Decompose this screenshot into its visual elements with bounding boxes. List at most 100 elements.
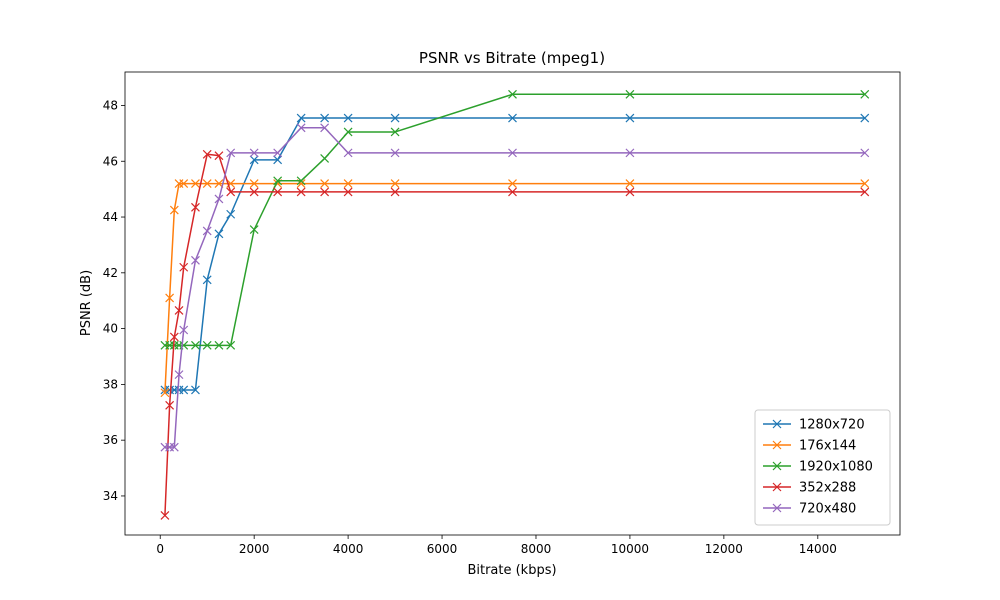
data-point-marker (191, 255, 200, 265)
data-point-marker (273, 176, 283, 186)
legend-marker-1920x1080 (772, 461, 782, 471)
data-point-marker (390, 148, 400, 158)
data-point-marker (508, 113, 517, 123)
data-point-marker (296, 123, 306, 133)
data-point-marker (249, 179, 259, 188)
data-point-marker (179, 385, 189, 395)
legend: 1280x720 176x144 1920x1080 352x288 720x480 (754, 409, 891, 526)
data-point-marker (343, 187, 353, 197)
y-tick-label: 48 (103, 98, 118, 112)
data-point-marker (191, 179, 200, 188)
y-tick-label: 38 (103, 377, 118, 391)
data-point-marker (320, 113, 330, 123)
data-point-marker (273, 187, 283, 197)
data-point-marker (174, 370, 184, 380)
data-point-marker (202, 179, 212, 188)
data-point-marker (226, 209, 236, 219)
data-point-marker (390, 187, 400, 197)
data-point-marker (226, 148, 236, 158)
data-point-marker (191, 202, 200, 212)
data-point-marker (249, 187, 259, 197)
x-tick-label: 14000 (799, 542, 837, 556)
data-point-marker (214, 194, 224, 204)
data-point-marker (249, 148, 259, 158)
x-tick-label: 10000 (611, 542, 649, 556)
data-point-marker (508, 187, 517, 197)
data-point-marker (860, 148, 870, 158)
data-point-marker (214, 151, 224, 161)
data-point-marker (226, 179, 236, 188)
data-point-marker (320, 123, 330, 133)
data-point-marker (625, 89, 635, 99)
data-point-marker (226, 187, 236, 197)
x-axis-label: Bitrate (kbps) (467, 563, 556, 578)
data-point-marker (249, 225, 259, 235)
data-point-marker (625, 148, 635, 158)
y-tick-label: 46 (103, 154, 118, 168)
data-point-marker (860, 179, 870, 188)
data-point-marker (508, 148, 517, 158)
data-point-marker (860, 187, 870, 197)
series-line-352x288 (164, 153, 865, 516)
x-tick-label: 0 (156, 542, 164, 556)
legend-frame (754, 409, 891, 526)
data-point-marker (508, 179, 517, 188)
data-point-marker (179, 262, 189, 272)
data-point-marker (214, 229, 224, 239)
legend-label-720x480: 720x480 (799, 502, 856, 517)
data-point-marker (320, 179, 330, 188)
data-point-marker (343, 127, 353, 137)
series-line-720x480 (164, 127, 865, 448)
data-point-marker (174, 306, 184, 315)
data-point-marker (169, 442, 179, 452)
data-point-marker (273, 148, 283, 158)
legend-label-1920x1080: 1920x1080 (799, 460, 873, 475)
y-tick-label: 36 (103, 433, 118, 447)
data-point-marker (202, 340, 212, 350)
data-point-marker (160, 388, 170, 398)
data-point-marker (191, 340, 200, 350)
data-point-marker (508, 89, 517, 99)
data-point-marker (343, 179, 353, 188)
data-point-marker (296, 176, 306, 186)
y-tick-label: 34 (103, 489, 118, 503)
data-point-marker (625, 113, 635, 123)
data-point-marker (202, 275, 212, 285)
y-axis-label: PSNR (dB) (79, 270, 94, 336)
data-point-marker (179, 325, 189, 335)
y-tick-label: 40 (103, 322, 118, 336)
y-tick-label: 44 (103, 210, 118, 224)
data-point-marker (390, 179, 400, 188)
data-point-marker (320, 187, 330, 197)
data-point-marker (343, 113, 353, 123)
axes-frame (124, 71, 901, 536)
chart-title: PSNR vs Bitrate (mpeg1) (419, 49, 605, 67)
data-point-marker (179, 179, 189, 188)
data-point-marker (625, 179, 635, 188)
data-point-marker (226, 340, 236, 350)
data-point-marker (249, 155, 259, 165)
y-tick-label: 42 (103, 266, 118, 280)
data-point-marker (273, 155, 283, 165)
data-point-marker (343, 148, 353, 158)
x-tick-label: 12000 (705, 542, 743, 556)
data-point-marker (179, 340, 189, 350)
data-point-marker (191, 385, 200, 395)
data-point-marker (214, 340, 224, 350)
x-tick-label: 4000 (333, 542, 364, 556)
data-point-marker (390, 113, 400, 123)
data-point-marker (860, 89, 870, 99)
data-point-marker (320, 154, 330, 163)
x-tick-label: 8000 (521, 542, 552, 556)
series-line-176x144 (164, 182, 865, 393)
legend-label-352x288: 352x288 (799, 481, 856, 496)
legend-marker-352x288 (772, 482, 782, 492)
data-point-marker (860, 113, 870, 123)
legend-marker-176x144 (772, 440, 782, 450)
legend-marker-1280x720 (772, 419, 782, 429)
legend-marker-720x480 (772, 503, 782, 513)
data-point-marker (165, 400, 175, 410)
plot-area: 0 2000 4000 6000 8000 10000 12000 14000 34 36 38 40… (103, 71, 901, 556)
data-point-marker (202, 226, 212, 236)
